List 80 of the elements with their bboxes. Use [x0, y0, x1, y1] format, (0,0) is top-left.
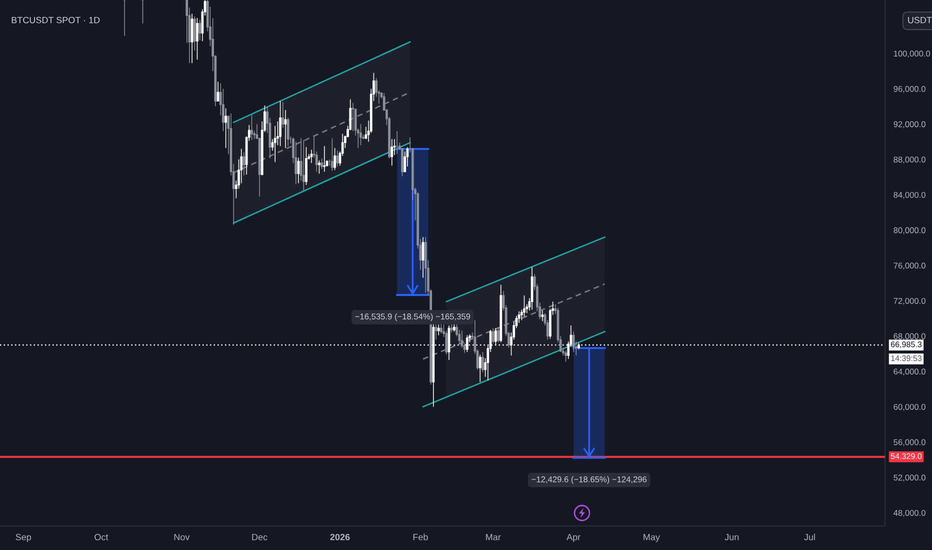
candlestick: [497, 326, 500, 343]
candlestick: [279, 100, 282, 147]
candlestick: [198, 19, 202, 41]
data-label: −16,535.9 (−18.54%) −165,359: [355, 313, 470, 322]
candlestick: [323, 146, 326, 172]
x-tick-label: 2026: [330, 534, 350, 540]
ref-line-label: 66,985.3: [890, 342, 922, 348]
candlestick: [404, 151, 406, 172]
candlestick: [193, 16, 196, 52]
ref-line-label: 54,329.0: [890, 453, 922, 460]
candlestick: [123, 0, 126, 36]
candlestick: [500, 284, 502, 343]
candlestick: [396, 130, 398, 155]
candlestick: [284, 110, 287, 148]
candlestick: [440, 323, 442, 334]
candlestick: [286, 118, 290, 147]
candlestick: [434, 322, 438, 340]
y-tick-label: 92,000.0: [894, 121, 926, 128]
candlestick: [390, 138, 394, 166]
y-tick-label: 76,000.0: [894, 262, 926, 270]
text: BTCUSDT SPOT · 1D: [12, 16, 100, 24]
candlestick: [250, 114, 253, 140]
y-tick-label: 60,000.0: [894, 404, 926, 411]
candlestick: [302, 140, 305, 191]
candlestick: [142, 0, 144, 24]
candlestick: [572, 331, 575, 352]
candlestick: [242, 152, 246, 176]
x-tick-label: Sep: [16, 534, 32, 542]
y-tick-label: 64,000.0: [894, 368, 926, 376]
y-tick-label: 68,000.0: [894, 333, 926, 340]
y-tick-label: 80,000.0: [894, 227, 926, 234]
candlestick: [424, 236, 427, 294]
candlestick: [336, 150, 339, 167]
candlestick: [320, 158, 324, 170]
candlestick: [452, 322, 456, 332]
y-tick-label: 72,000.0: [894, 298, 926, 305]
y-tick-label: 88,000.0: [894, 156, 926, 164]
candlestick: [334, 148, 336, 170]
y-tick-label: 52,000.0: [894, 474, 926, 482]
x-tick-label: Mar: [486, 534, 501, 540]
candlestick: [310, 149, 313, 164]
candlestick: [492, 328, 494, 344]
candlestick: [530, 266, 534, 310]
y-tick-label: 48,000.0: [894, 510, 926, 517]
x-tick-label: Jun: [724, 534, 739, 540]
x-tick-label: Feb: [413, 534, 428, 540]
data-label: −12,429.6 (−18.65%) −124,296: [532, 476, 647, 484]
x-tick-label: May: [644, 534, 660, 542]
x-tick-label: Nov: [174, 534, 190, 540]
candlestick: [305, 146, 308, 186]
candlestick: [478, 354, 482, 382]
candlestick: [196, 18, 198, 60]
y-tick-label: 56,000.0: [894, 439, 926, 446]
candlestick: [437, 324, 440, 336]
x-tick-label: Dec: [252, 534, 268, 540]
candlestick: [190, 13, 194, 64]
y-axis-title: USDT: [908, 16, 932, 24]
x-tick-label: Jul: [804, 534, 815, 540]
candlestick: [523, 295, 526, 318]
candlestick: [282, 102, 284, 128]
candlestick: [274, 125, 276, 162]
y-tick-label: 100,000.0: [894, 50, 930, 58]
candlestick: [294, 141, 298, 185]
x-tick-label: Apr: [566, 534, 580, 542]
candlestick: [224, 108, 227, 148]
candlestick: [482, 352, 484, 373]
candlestick: [564, 350, 567, 362]
text: 14:39:53: [891, 355, 922, 362]
candlestick: [352, 102, 354, 132]
candlestick: [360, 124, 362, 146]
y-tick-label: 84,000.0: [894, 192, 926, 199]
candlestick: [297, 157, 300, 184]
candlestick: [318, 160, 320, 174]
y-tick-label: 96,000.0: [894, 86, 926, 93]
candlestick: [450, 323, 453, 333]
x-tick-label: Oct: [94, 534, 108, 540]
candlestick: [422, 236, 424, 278]
candlestick: [541, 310, 544, 322]
candlestick: [216, 81, 220, 102]
candlestick: [331, 138, 334, 172]
